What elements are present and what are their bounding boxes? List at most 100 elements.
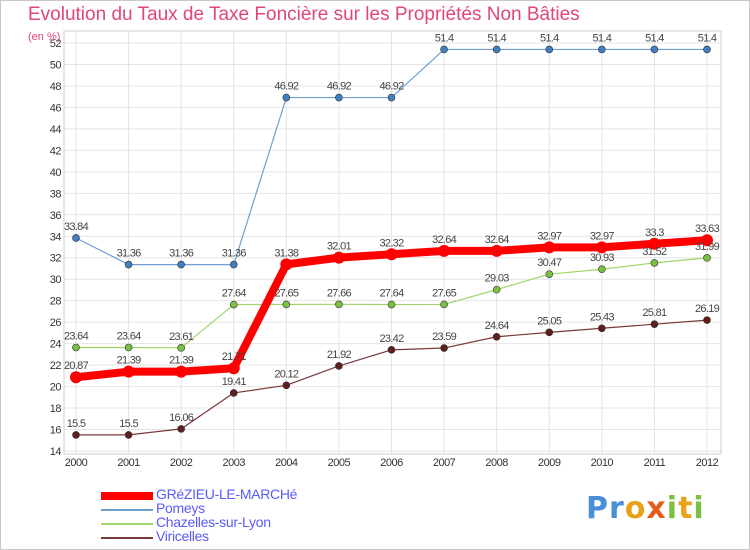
logo-letter: P bbox=[586, 491, 609, 526]
data-point bbox=[332, 251, 345, 264]
x-tick-label: 2006 bbox=[380, 457, 403, 469]
data-point bbox=[175, 365, 188, 378]
data-label: 27.66 bbox=[327, 287, 352, 299]
x-tick-label: 2012 bbox=[696, 457, 719, 469]
data-label: 33.3 bbox=[645, 227, 664, 239]
data-point bbox=[648, 237, 661, 250]
data-label: 19.41 bbox=[222, 376, 247, 388]
data-label: 27.64 bbox=[222, 288, 247, 300]
data-label: 32.97 bbox=[590, 230, 615, 242]
x-tick-label: 2000 bbox=[65, 457, 88, 469]
data-label: 20.12 bbox=[274, 368, 299, 380]
plot-border bbox=[63, 30, 722, 455]
data-label: 27.64 bbox=[379, 288, 404, 300]
logo-letter: t bbox=[678, 491, 694, 526]
data-point bbox=[650, 45, 659, 54]
data-label: 51.4 bbox=[487, 32, 506, 44]
data-label: 32.64 bbox=[432, 234, 457, 246]
logo-letter: i bbox=[693, 491, 705, 526]
data-point bbox=[545, 45, 554, 54]
y-axis-unit-label: (en %) bbox=[28, 31, 61, 43]
data-label: 31.36 bbox=[117, 248, 142, 260]
data-label: 21.71 bbox=[222, 351, 247, 363]
data-point bbox=[490, 244, 503, 257]
legend-swatch bbox=[101, 509, 153, 511]
data-label: 25.81 bbox=[642, 307, 667, 319]
data-point bbox=[124, 431, 133, 439]
data-label: 46.92 bbox=[274, 81, 299, 93]
data-point bbox=[72, 234, 80, 242]
x-tick-label: 2011 bbox=[644, 457, 666, 469]
y-tick-label: 40 bbox=[50, 167, 62, 179]
x-tick-label: 2005 bbox=[328, 457, 351, 469]
data-label: 16.06 bbox=[169, 412, 194, 424]
y-tick-label: 46 bbox=[50, 102, 62, 114]
data-point bbox=[650, 259, 659, 267]
x-tick-label: 2002 bbox=[170, 457, 193, 469]
data-label: 23.42 bbox=[379, 333, 404, 345]
x-tick-label: 2008 bbox=[485, 457, 508, 469]
data-label: 33.84 bbox=[64, 221, 89, 233]
y-tick-label: 48 bbox=[50, 81, 62, 93]
legend-label: Pomeys bbox=[156, 500, 205, 516]
data-point bbox=[650, 320, 659, 328]
x-tick-label: 2010 bbox=[591, 457, 614, 469]
data-label: 46.92 bbox=[327, 81, 352, 93]
data-point bbox=[229, 389, 238, 397]
data-label: 51.4 bbox=[593, 32, 612, 44]
y-tick-label: 22 bbox=[50, 360, 62, 372]
data-point bbox=[492, 332, 501, 341]
y-tick-label: 38 bbox=[50, 188, 62, 200]
data-point bbox=[124, 260, 133, 269]
data-label: 21.39 bbox=[117, 355, 142, 367]
data-label: 23.64 bbox=[64, 330, 89, 342]
chart-title: Evolution du Taux de Taxe Foncière sur l… bbox=[28, 4, 580, 25]
data-point bbox=[440, 344, 448, 352]
data-point bbox=[703, 316, 711, 324]
data-label: 25.43 bbox=[590, 311, 615, 323]
data-label: 31.52 bbox=[642, 246, 667, 258]
data-label: 33.63 bbox=[695, 223, 720, 235]
data-point bbox=[440, 300, 448, 309]
data-point bbox=[545, 270, 554, 278]
data-label: 27.65 bbox=[274, 287, 299, 299]
logo-letter: i bbox=[666, 491, 679, 526]
data-label: 23.61 bbox=[169, 331, 194, 343]
data-point bbox=[543, 241, 556, 254]
y-tick-label: 32 bbox=[50, 253, 62, 265]
data-point bbox=[282, 93, 291, 102]
data-label: 24.64 bbox=[485, 320, 510, 332]
legend-label: Viricelles bbox=[156, 528, 209, 544]
data-point bbox=[177, 425, 185, 433]
data-label: 29.03 bbox=[485, 273, 510, 285]
data-point bbox=[282, 381, 291, 390]
data-label: 20.87 bbox=[64, 360, 89, 372]
data-label: 15.5 bbox=[119, 418, 138, 430]
y-tick-label: 50 bbox=[50, 59, 62, 71]
data-point bbox=[177, 344, 185, 352]
data-label: 32.01 bbox=[327, 241, 352, 253]
data-point bbox=[703, 45, 711, 54]
logo-letter: o bbox=[624, 491, 647, 526]
data-label: 23.59 bbox=[432, 331, 457, 343]
y-tick-label: 42 bbox=[50, 145, 62, 157]
data-label: 30.47 bbox=[537, 257, 562, 269]
y-tick-label: 24 bbox=[50, 339, 62, 351]
data-point bbox=[598, 45, 606, 54]
data-point bbox=[227, 362, 240, 375]
data-label: 51.4 bbox=[435, 32, 454, 44]
y-tick-label: 18 bbox=[50, 403, 62, 415]
logo-letter: x bbox=[646, 491, 667, 526]
data-label: 51.4 bbox=[645, 32, 664, 44]
data-point bbox=[282, 300, 291, 309]
data-point bbox=[703, 254, 711, 262]
data-label: 30.93 bbox=[590, 252, 615, 264]
data-point bbox=[335, 300, 343, 309]
data-label: 21.92 bbox=[327, 349, 352, 361]
data-label: 31.99 bbox=[695, 241, 720, 253]
y-tick-label: 28 bbox=[50, 296, 62, 308]
data-point bbox=[229, 300, 238, 309]
data-label: 32.97 bbox=[537, 230, 562, 242]
